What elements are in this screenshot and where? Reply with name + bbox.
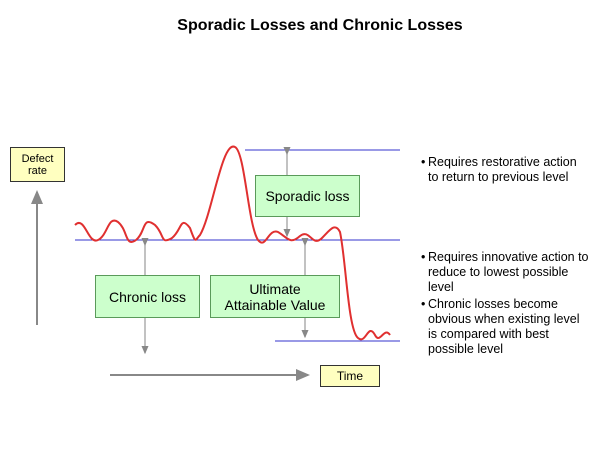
y-label-line: Defect <box>21 152 54 165</box>
chronic-notes: Requires innovative action to reduce to … <box>420 250 590 359</box>
x-label: Time <box>320 365 380 387</box>
ultimate-line: Ultimate <box>249 280 301 297</box>
y-label-line: rate <box>28 164 47 177</box>
title: Sporadic Losses and Chronic Losses <box>177 17 463 34</box>
ultimate-box: Ultimate Attainable Value <box>210 275 340 318</box>
y-label: Defect rate <box>10 147 65 182</box>
note: Chronic losses become obvious when exist… <box>421 297 590 357</box>
note: Requires innovative action to reduce to … <box>421 250 590 295</box>
note: Requires restorative action to return to… <box>421 155 578 185</box>
chronic-box: Chronic loss <box>95 275 200 318</box>
defect-curve <box>74 145 391 341</box>
sporadic-notes: Requires restorative action to return to… <box>420 155 578 187</box>
ultimate-line: Attainable Value <box>224 296 326 313</box>
sporadic-box: Sporadic loss <box>255 175 360 217</box>
